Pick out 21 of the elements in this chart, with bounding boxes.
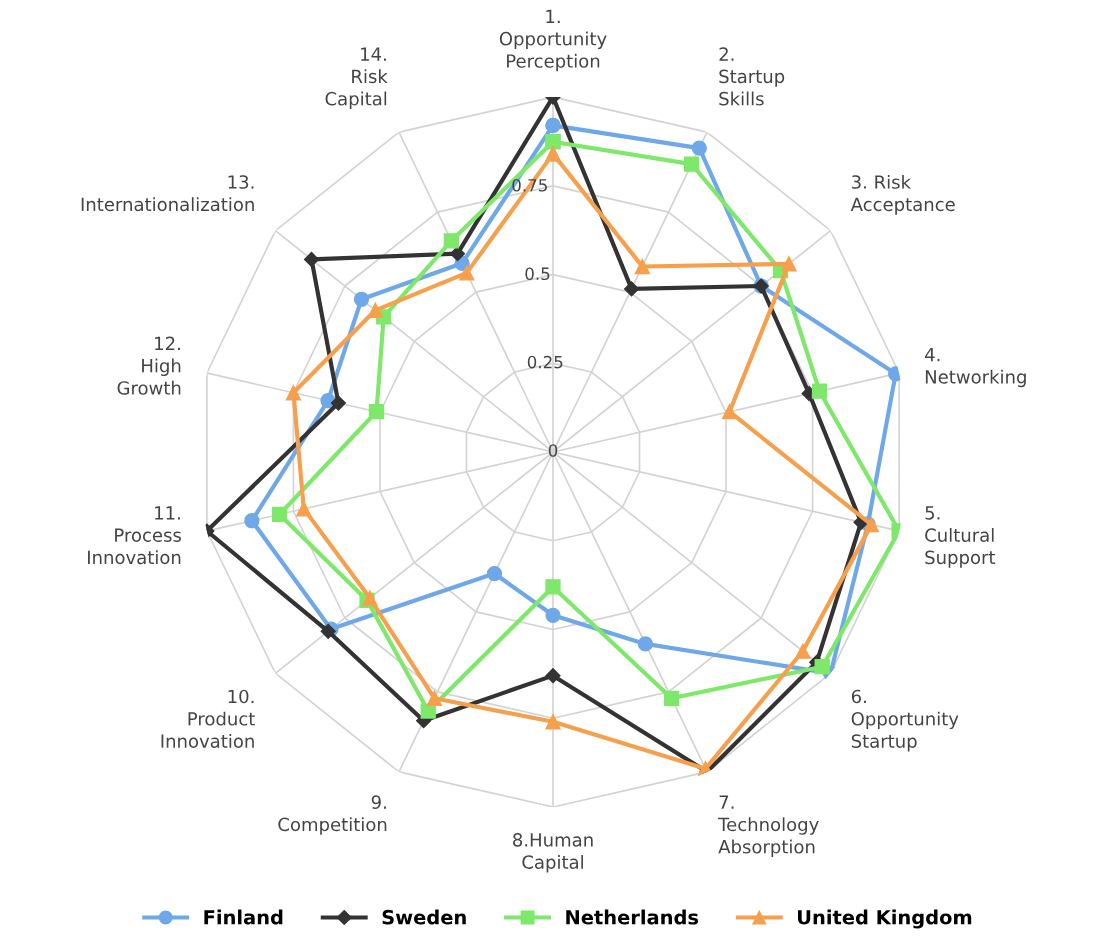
spoke-label: 13. Internationalization <box>81 175 254 212</box>
spoke-label: 14. Risk Capital <box>325 47 388 110</box>
spoke-label: 10. Product Innovation <box>161 689 255 748</box>
spoke-label: 11. Process Innovation <box>88 506 181 565</box>
spoke-label: 5. Cultural Support <box>925 506 996 568</box>
spoke-label: 1. Opportunity Perception <box>499 9 607 72</box>
y-tick-label: 0 <box>548 444 558 457</box>
spoke-label: 2. Startup Skills <box>719 47 785 106</box>
spoke-label: 7. Technology Absorption <box>718 795 819 858</box>
legend-label: Finland <box>204 909 283 925</box>
spoke-label: 9. Competition <box>278 795 387 835</box>
legend-label: Netherlands <box>566 909 699 925</box>
y-tick-label: 0.5 <box>525 267 550 281</box>
legend-label: United Kingdom <box>798 909 972 929</box>
spoke-label: 6. Opportunity Startup <box>851 689 959 752</box>
spoke-label: 4. Networking <box>925 347 1026 388</box>
spoke-label: 3. Risk Acceptance <box>850 174 955 215</box>
spoke-label: 8.Human Capital <box>513 833 593 873</box>
legend-label: Sweden <box>382 909 466 925</box>
spoke-label: 12. High Growth <box>117 336 181 395</box>
y-tick-label: 0.25 <box>527 355 563 369</box>
